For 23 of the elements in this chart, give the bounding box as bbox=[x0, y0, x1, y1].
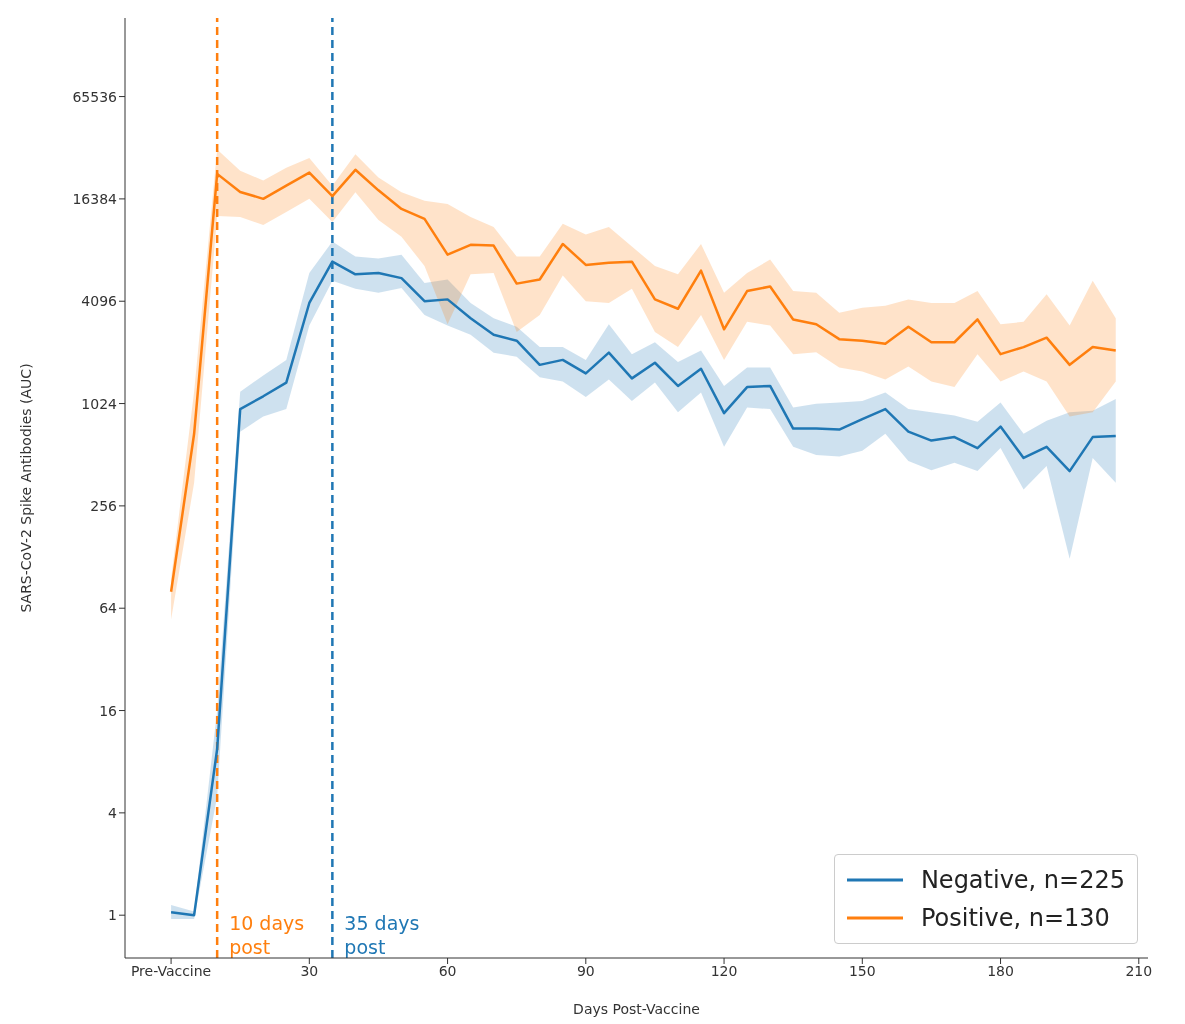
y-tick-label: 1024 bbox=[81, 395, 118, 412]
x-tick-label: 90 bbox=[576, 962, 595, 979]
y-tick-label: 16384 bbox=[72, 190, 118, 207]
y-axis-title: SARS-CoV-2 Spike Antibodies (AUC) bbox=[17, 363, 34, 613]
y-tick-label: 4 bbox=[108, 804, 118, 821]
x-tick-label: Pre-Vaccine bbox=[130, 962, 212, 979]
y-tick-label: 4096 bbox=[81, 293, 118, 310]
x-tick-label: 30 bbox=[300, 962, 319, 979]
ref-line-label: 10 days post bbox=[229, 912, 305, 958]
x-tick-label: 60 bbox=[438, 962, 457, 979]
x-tick-label: 210 bbox=[1125, 962, 1153, 979]
y-tick-label: 64 bbox=[99, 600, 118, 617]
ref-line-label: 35 days post bbox=[344, 912, 420, 958]
x-tick-label: 180 bbox=[987, 962, 1014, 979]
legend-label: Negative, n=225 bbox=[920, 865, 1125, 896]
y-tick-label: 1 bbox=[108, 907, 117, 924]
y-tick-label: 256 bbox=[90, 497, 118, 514]
x-tick-label: 150 bbox=[848, 962, 876, 979]
y-tick-label: 65536 bbox=[72, 88, 118, 105]
x-tick-label: 120 bbox=[710, 962, 738, 979]
x-axis-title: Days Post-Vaccine bbox=[573, 1001, 700, 1017]
y-tick-label: 16 bbox=[99, 702, 118, 719]
legend-label: Positive, n=130 bbox=[920, 903, 1110, 934]
